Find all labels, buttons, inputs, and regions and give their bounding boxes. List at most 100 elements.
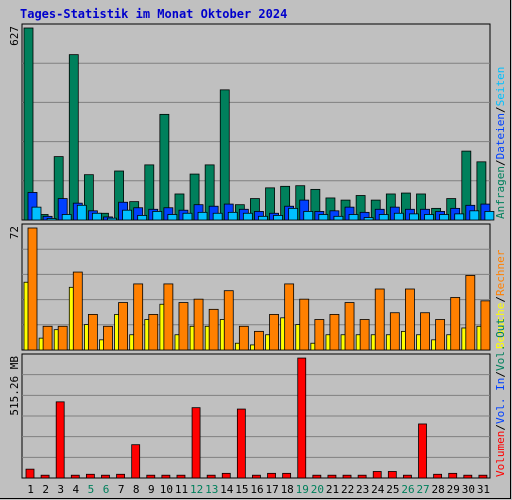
x-tick-label-day-17: 17 <box>265 483 278 496</box>
bar-seiten-day-19 <box>303 211 314 221</box>
bar-anfragen-day-4 <box>68 54 79 221</box>
bar-volumen-day-13 <box>206 474 216 479</box>
bar-seiten-day-18 <box>288 207 299 221</box>
bar-rechner-day-18 <box>284 283 295 351</box>
bar-rechner-day-24 <box>374 288 385 351</box>
x-tick-label-day-10: 10 <box>160 483 173 496</box>
bar-seiten-day-30 <box>469 210 480 221</box>
bar-seiten-day-1 <box>31 206 42 221</box>
bar-seiten-day-8 <box>137 215 148 221</box>
bar-seiten-day-6 <box>107 217 117 221</box>
x-tick-label-day-8: 8 <box>133 483 140 496</box>
bar-rechner-day-27 <box>420 312 430 351</box>
bar-seiten-day-27 <box>424 214 434 221</box>
x-tick-label-day-26: 26 <box>401 483 414 496</box>
x-tick-label-day-30: 30 <box>462 483 475 496</box>
bar-seiten-day-5 <box>91 212 102 221</box>
bar-seiten-day-28 <box>439 214 450 221</box>
x-tick-label-day-16: 16 <box>250 483 263 496</box>
bar-rechner-day-7 <box>118 302 128 351</box>
legend-separator: / <box>494 371 507 378</box>
bar-seiten-day-11 <box>182 212 193 221</box>
bar-rechner-day-1 <box>27 227 38 351</box>
bar-rechner-day-11 <box>178 302 189 351</box>
bar-seiten-day-24 <box>378 214 389 221</box>
bar-rechner-day-23 <box>359 319 370 351</box>
bar-seiten-day-26 <box>409 213 419 221</box>
legend-entry-seiten: Seiten <box>494 67 507 107</box>
legend-separator: / <box>494 424 507 431</box>
legend-separator: / <box>494 106 507 113</box>
x-tick-label-day-14: 14 <box>220 483 234 496</box>
x-tick-label-day-9: 9 <box>148 483 155 496</box>
x-tick-label-day-3: 3 <box>57 483 64 496</box>
x-tick-label-day-27: 27 <box>416 483 429 496</box>
x-tick-label-day-19: 19 <box>296 483 309 496</box>
x-tick-label-day-11: 11 <box>175 483 188 496</box>
bar-anfragen-day-14 <box>219 89 230 221</box>
bar-rechner-day-2 <box>42 325 53 351</box>
bar-seiten-day-4 <box>76 204 87 221</box>
x-tick-label-day-5: 5 <box>88 483 95 496</box>
bar-seiten-day-7 <box>122 209 132 221</box>
bar-anfragen-day-10 <box>159 113 170 221</box>
bar-volumen-day-2 <box>40 474 50 479</box>
bar-volumen-day-14 <box>221 472 231 479</box>
bar-volumen-day-29 <box>448 472 458 479</box>
bar-rechner-day-20 <box>314 319 325 351</box>
x-tick-label-day-13: 13 <box>205 483 218 496</box>
x-tick-label-day-22: 22 <box>341 483 354 496</box>
x-tick-label-day-4: 4 <box>73 483 80 496</box>
bar-volumen-day-28 <box>433 473 443 479</box>
bar-rechner-day-29 <box>450 297 461 351</box>
bar-volumen-day-23 <box>357 474 367 479</box>
bar-volumen-day-24 <box>372 471 382 479</box>
x-tick-label-day-20: 20 <box>311 483 324 496</box>
bar-seiten-day-31 <box>484 211 495 221</box>
x-tick-label-day-6: 6 <box>103 483 110 496</box>
bar-rechner-day-22 <box>344 302 355 351</box>
bar-rechner-day-8 <box>133 283 144 351</box>
bar-seiten-day-12 <box>197 211 208 221</box>
legend-separator: / <box>494 159 507 166</box>
bar-rechner-day-21 <box>329 314 340 351</box>
bar-seiten-day-13 <box>212 212 223 221</box>
bar-rechner-day-28 <box>435 319 446 351</box>
bar-seiten-day-20 <box>318 214 329 221</box>
bar-volumen-day-12 <box>191 407 201 479</box>
bar-rechner-day-14 <box>223 290 234 351</box>
bar-volumen-day-30 <box>463 474 473 479</box>
bar-rechner-day-16 <box>254 330 264 351</box>
bar-rechner-day-26 <box>405 288 415 351</box>
bar-seiten-day-2 <box>46 218 57 221</box>
legend-entry-besuche: Besuche <box>494 303 507 349</box>
bar-volumen-day-6 <box>101 474 110 479</box>
bar-volumen-day-10 <box>161 474 171 479</box>
x-tick-label-day-28: 28 <box>432 483 445 496</box>
bar-volumen-day-11 <box>176 474 186 479</box>
y-max-label-volume: 515.26 MB <box>8 356 21 416</box>
bar-rechner-day-6 <box>103 325 113 351</box>
bar-seiten-day-15 <box>242 212 253 221</box>
x-tick-label-day-25: 25 <box>386 483 399 496</box>
legend-entry-dateien: Dateien <box>494 113 507 159</box>
bar-volumen-day-26 <box>403 474 412 479</box>
y-max-label-visits: 72 <box>8 226 21 239</box>
legend-entry-anfragen: Anfragen <box>494 166 507 219</box>
bar-seiten-day-23 <box>363 217 374 221</box>
bar-rechner-day-9 <box>148 314 159 351</box>
bar-volumen-day-9 <box>146 474 156 479</box>
bar-rechner-day-19 <box>299 298 310 351</box>
bar-seiten-day-17 <box>273 215 283 221</box>
bar-rechner-day-30 <box>465 275 476 351</box>
legend-entry-vol-in: Vol. In <box>494 378 507 424</box>
bar-rechner-day-4 <box>72 271 83 351</box>
bar-rechner-day-25 <box>389 312 400 351</box>
x-tick-label-day-2: 2 <box>42 483 49 496</box>
bar-volumen-day-19 <box>297 357 307 479</box>
bar-volumen-day-25 <box>387 471 397 479</box>
bar-volumen-day-31 <box>478 474 488 479</box>
bar-volumen-day-21 <box>327 474 337 479</box>
